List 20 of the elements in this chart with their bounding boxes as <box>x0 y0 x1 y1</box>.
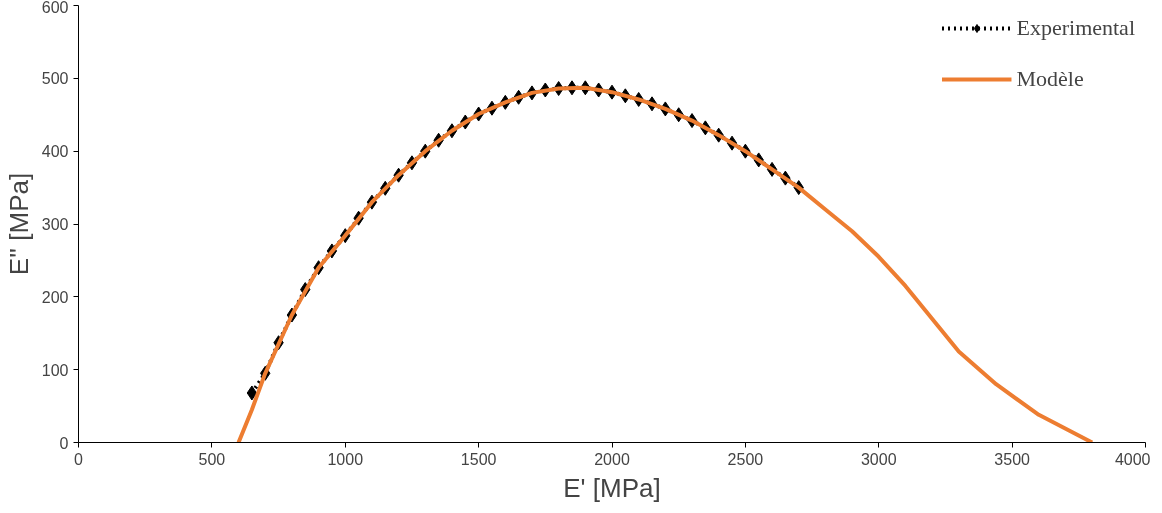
x-axis-title: E' [MPa] <box>563 472 661 503</box>
y-tick-label: 300 <box>41 216 69 233</box>
x-tick-label: 1500 <box>460 450 497 468</box>
y-axis-title: E'' [MPa] <box>3 172 34 276</box>
y-tick-label: 200 <box>41 288 69 306</box>
x-tick-label: 0 <box>74 450 84 468</box>
y-tick-label: 400 <box>41 143 69 161</box>
y-tick-label: 500 <box>41 70 69 88</box>
x-tick-label: 4000 <box>1114 450 1151 468</box>
x-tick-label: 3500 <box>994 450 1031 468</box>
x-tick-label: 2000 <box>594 450 630 468</box>
x-tick-label: 2500 <box>727 450 764 468</box>
legend-label: Modèle <box>1016 66 1084 92</box>
y-tick-label: 100 <box>41 361 69 379</box>
y-tick-label: 0 <box>59 434 69 452</box>
x-tick-label: 500 <box>198 450 226 468</box>
legend-label: Experimental <box>1016 15 1135 41</box>
x-tick-label: 3000 <box>860 450 897 468</box>
x-tick-label: 1000 <box>327 450 364 468</box>
y-tick-label: 600 <box>41 0 69 16</box>
